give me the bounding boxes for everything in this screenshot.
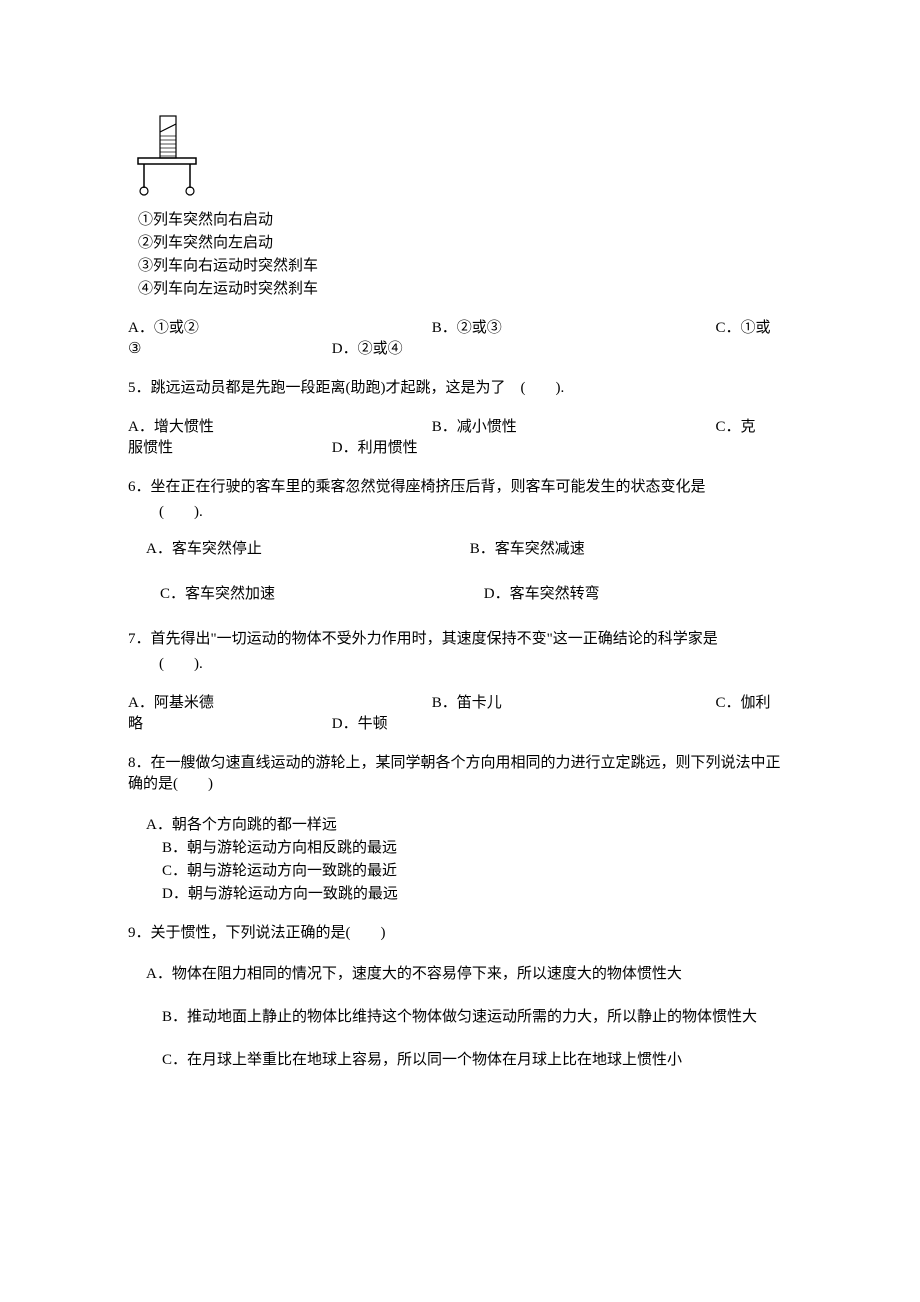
q4-context-3: ③列车向右运动时突然刹车 bbox=[138, 256, 792, 277]
q8-option-d: D．朝与游轮运动方向一致跳的最远 bbox=[162, 884, 792, 905]
q4-context-4: ④列车向左运动时突然刹车 bbox=[138, 279, 792, 300]
q4-option-c-cont: ③ bbox=[128, 339, 328, 360]
q4-option-c-prefix: C．①或 bbox=[716, 318, 771, 339]
q7-option-b: B．笛卡儿 bbox=[432, 693, 712, 714]
q5-option-a: A．增大惯性 bbox=[128, 417, 428, 438]
q6-stem-paren: ( ). bbox=[144, 502, 792, 523]
q6-option-d: D．客车突然转弯 bbox=[484, 584, 600, 605]
q7-stem-paren: ( ). bbox=[144, 654, 792, 675]
q7-option-a: A．阿基米德 bbox=[128, 693, 428, 714]
q4-option-d: D．②或④ bbox=[332, 339, 403, 360]
q6-options-row1: A．客车突然停止 B．客车突然减速 bbox=[146, 539, 792, 560]
q4-option-a: A．①或② bbox=[128, 318, 428, 339]
q9-option-c: C．在月球上举重比在地球上容易，所以同一个物体在月球上比在地球上惯性小 bbox=[162, 1050, 792, 1071]
q7-option-c-prefix: C．伽利 bbox=[716, 693, 771, 714]
q8-stem: 8．在一艘做匀速直线运动的游轮上，某同学朝各个方向用相同的力进行立定跳远，则下列… bbox=[128, 753, 792, 795]
q7-stem: 7．首先得出"一切运动的物体不受外力作用时，其速度保持不变"这一正确结论的科学家… bbox=[128, 629, 792, 650]
q5-option-c-prefix: C．克 bbox=[716, 417, 756, 438]
q5-option-b: B．减小惯性 bbox=[432, 417, 712, 438]
q9-option-b: B．推动地面上静止的物体比维持这个物体做匀速运动所需的力大，所以静止的物体惯性大 bbox=[162, 1007, 792, 1028]
q9-option-a: A．物体在阻力相同的情况下，速度大的不容易停下来，所以速度大的物体惯性大 bbox=[146, 964, 792, 985]
q4-figure bbox=[128, 110, 792, 198]
q4-options: A．①或② B．②或③ C．①或 ③ D．②或④ bbox=[128, 318, 792, 360]
q5-options: A．增大惯性 B．减小惯性 C．克 服惯性 D．利用惯性 bbox=[128, 417, 792, 459]
q5-stem: 5．跳远运动员都是先跑一段距离(助跑)才起跳，这是为了 ( ). bbox=[128, 378, 792, 399]
q9-stem: 9．关于惯性，下列说法正确的是( ) bbox=[128, 923, 792, 944]
q6-options-row2: C．客车突然加速 D．客车突然转弯 bbox=[160, 584, 792, 605]
q8-option-a: A．朝各个方向跳的都一样远 bbox=[146, 815, 792, 836]
q7-options: A．阿基米德 B．笛卡儿 C．伽利 略 D．牛顿 bbox=[128, 693, 792, 735]
q5-option-d: D．利用惯性 bbox=[332, 438, 418, 459]
q7-option-d: D．牛顿 bbox=[332, 714, 388, 735]
q4-option-b: B．②或③ bbox=[432, 318, 712, 339]
q6-option-a: A．客车突然停止 bbox=[146, 539, 466, 560]
q4-context-1: ①列车突然向右启动 bbox=[138, 210, 792, 231]
q8-option-b: B．朝与游轮运动方向相反跳的最远 bbox=[162, 838, 792, 859]
q5-option-c-cont: 服惯性 bbox=[128, 438, 328, 459]
q8-option-c: C．朝与游轮运动方向一致跳的最近 bbox=[162, 861, 792, 882]
q6-option-c: C．客车突然加速 bbox=[160, 584, 480, 605]
q6-stem: 6．坐在正在行驶的客车里的乘客忽然觉得座椅挤压后背，则客车可能发生的状态变化是 bbox=[128, 477, 792, 498]
q7-option-c-cont: 略 bbox=[128, 714, 328, 735]
q4-context-2: ②列车突然向左启动 bbox=[138, 233, 792, 254]
q6-option-b: B．客车突然减速 bbox=[470, 539, 585, 560]
